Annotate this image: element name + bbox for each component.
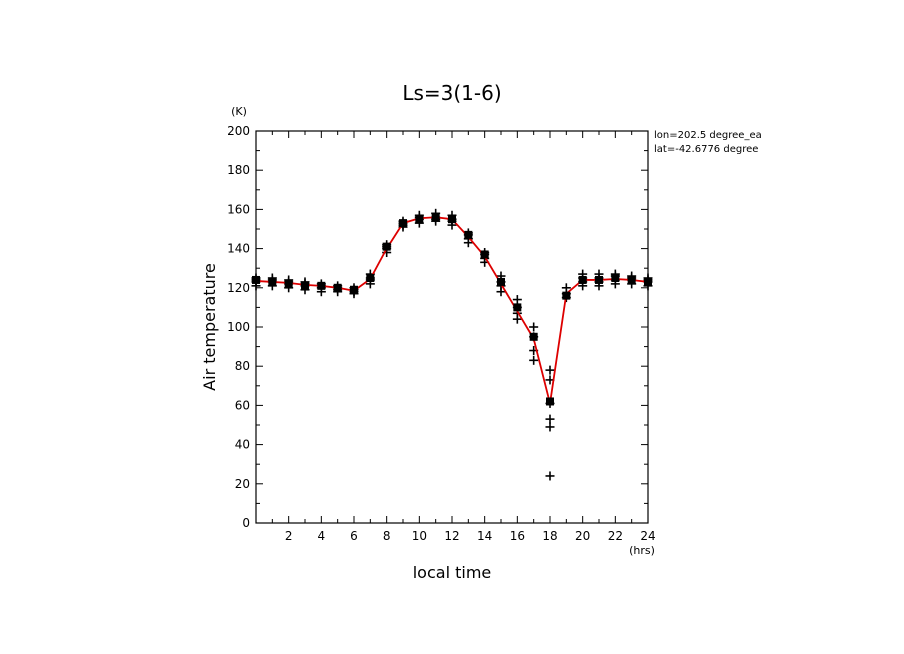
mean-marker — [644, 277, 652, 286]
data-point-plus — [545, 422, 555, 432]
data-point-plus — [512, 295, 522, 305]
x-tick-label: 2 — [285, 529, 293, 543]
data-point-plus — [561, 283, 571, 293]
mean-marker — [546, 397, 554, 406]
chart-title: Ls=3(1-6) — [402, 81, 501, 105]
y-tick-label: 120 — [227, 281, 250, 295]
mean-marker — [252, 275, 260, 284]
y-tick-label: 80 — [235, 359, 250, 373]
x-tick-label: 10 — [412, 529, 427, 543]
mean-marker — [350, 285, 358, 294]
mean-marker — [464, 230, 473, 239]
x-tick-label: 18 — [542, 529, 557, 543]
y-tick-label: 180 — [227, 163, 250, 177]
mean-line — [255, 216, 649, 405]
mean-marker — [513, 303, 522, 312]
mean-marker — [268, 277, 277, 286]
data-point-plus — [529, 355, 539, 365]
plot-area — [251, 208, 653, 481]
mean-marker — [399, 219, 407, 228]
y-tick-label: 60 — [235, 398, 250, 412]
mean-marker — [382, 242, 391, 251]
data-point-plus — [545, 471, 555, 481]
y-tick-label: 140 — [227, 242, 250, 256]
mean-marker — [333, 283, 342, 292]
y-tick-label: 160 — [227, 202, 250, 216]
y-tick-label: 200 — [227, 124, 250, 138]
mean-marker — [595, 275, 603, 284]
x-axis-label: local time — [413, 563, 492, 582]
annotation-lon: lon=202.5 degree_ea — [654, 130, 762, 141]
mean-marker — [578, 275, 587, 284]
x-tick-label: 14 — [477, 529, 492, 543]
mean-marker — [301, 281, 309, 290]
plot-frame — [255, 130, 649, 524]
x-tick-label: 16 — [510, 529, 525, 543]
mean-marker — [284, 279, 293, 288]
mean-marker — [431, 213, 440, 222]
data-point-plus — [545, 365, 555, 375]
x-tick-label: 4 — [318, 529, 326, 543]
mean-marker — [448, 215, 456, 224]
annotation-lat: lat=-42.6776 degree — [654, 144, 758, 155]
y-unit-label: (K) — [231, 105, 247, 118]
mean-marker — [497, 277, 505, 286]
mean-marker — [480, 250, 489, 259]
y-tick-label: 20 — [235, 477, 250, 491]
mean-marker — [627, 275, 636, 284]
y-axis-label: Air temperature — [200, 263, 219, 391]
y-tick-label: 100 — [227, 320, 250, 334]
x-tick-label: 12 — [444, 529, 459, 543]
mean-marker — [529, 332, 538, 341]
mean-marker — [611, 274, 620, 282]
x-tick-label: 22 — [608, 529, 623, 543]
data-point-plus — [529, 322, 539, 332]
x-tick-label: 24 — [640, 529, 655, 543]
x-tick-label: 8 — [383, 529, 391, 543]
y-tick-label: 40 — [235, 438, 250, 452]
x-tick-label: 20 — [575, 529, 590, 543]
x-unit-label: (hrs) — [629, 544, 655, 557]
data-point-plus — [545, 414, 555, 424]
x-tick-label: 6 — [350, 529, 358, 543]
mean-marker — [415, 215, 424, 224]
mean-marker — [562, 291, 571, 300]
mean-marker — [366, 274, 375, 282]
y-tick-label: 0 — [242, 516, 250, 530]
mean-marker — [317, 281, 326, 290]
